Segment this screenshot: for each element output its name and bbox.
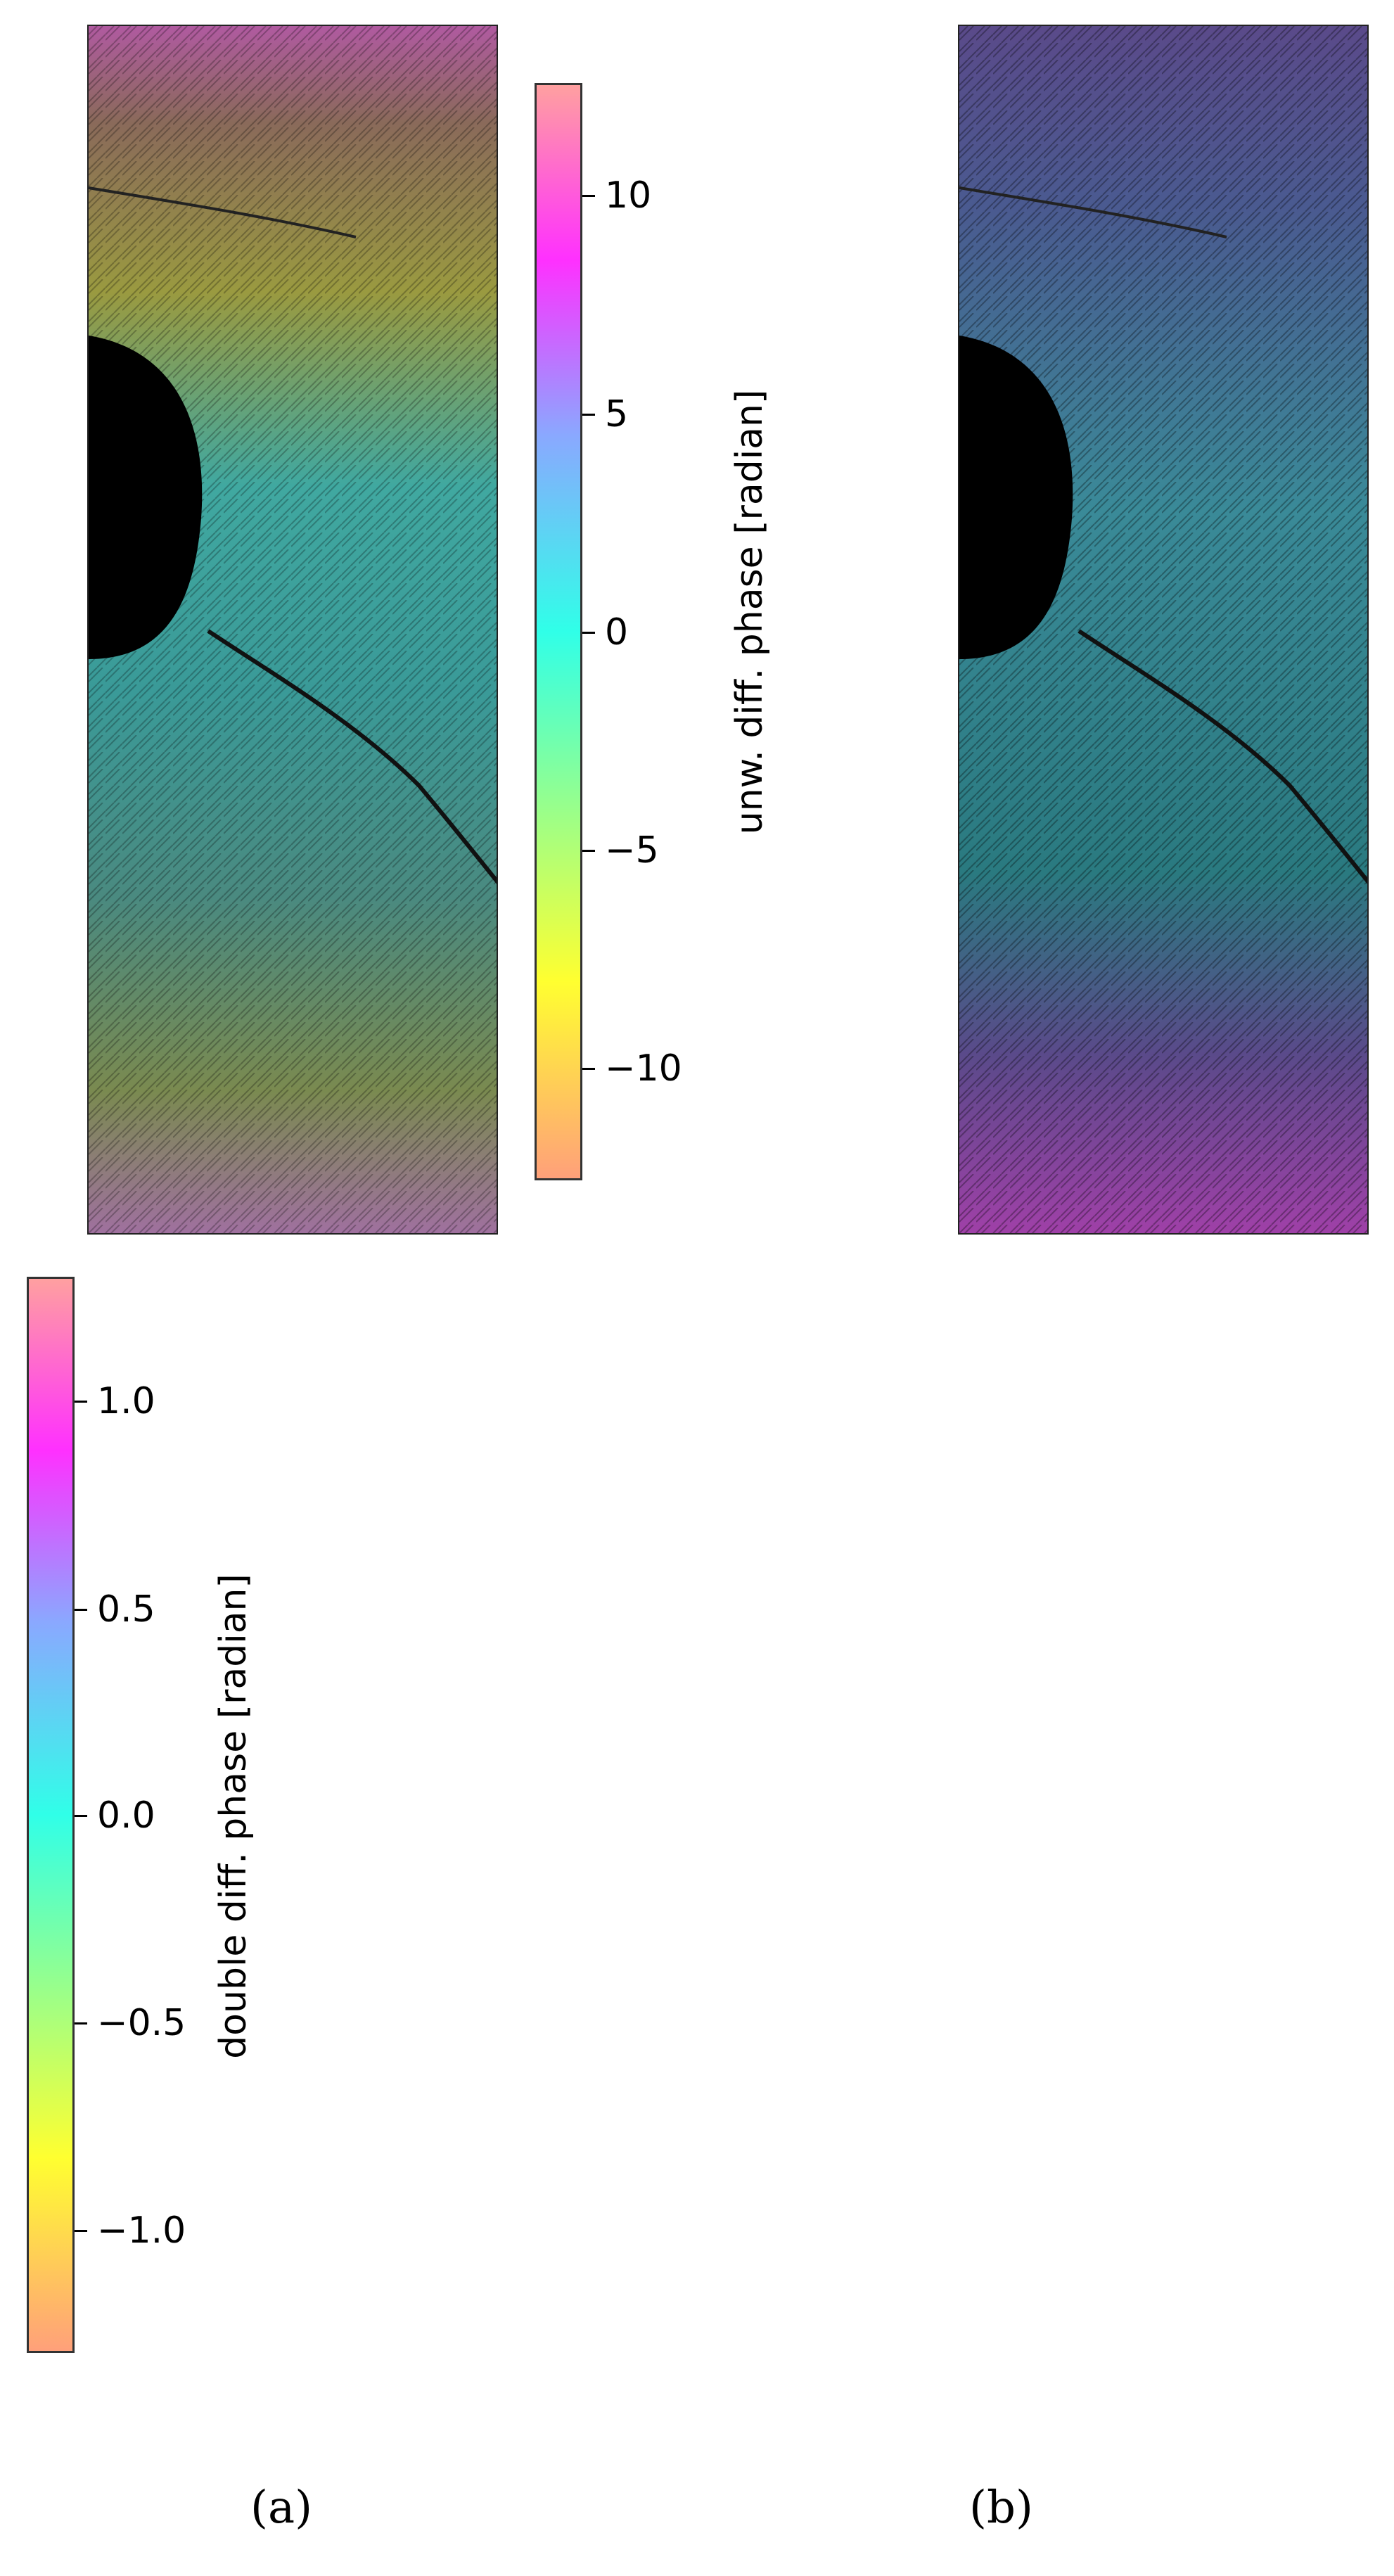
panel-b-colorbar-label: double diff. phase [radian] [212,1574,255,2059]
panel-a-tick-label: −5 [605,829,659,872]
panel-b-tick-label: 0.0 [97,1794,155,1837]
panel-a-tick-mark [582,632,595,634]
panel-a-tick-label: −10 [605,1047,682,1090]
panel-a-caption: (a) [250,2482,313,2534]
panel-b-tick-label: −1.0 [97,2210,186,2252]
panel-a-tick-mark [582,414,595,416]
panel-b-tick-mark [75,1609,87,1611]
panel-a-tick-mark [582,850,595,852]
panel-b-tick-mark [75,2022,87,2025]
panel-b-tick-mark [75,1401,87,1403]
panel-a-phase-map [87,25,498,1235]
panel-a-tick-mark [582,195,595,197]
panel-b-tick-label: −0.5 [97,2002,186,2044]
panel-b-tick-label: 0.5 [97,1588,155,1631]
panel-b-tick-label: 1.0 [97,1380,155,1422]
panel-a-colorbar-label: unw. diff. phase [radian] [729,389,771,835]
panel-a-tick-mark [582,1068,595,1070]
panel-a-colorbar [535,83,582,1180]
panel-a-tick-label: 0 [605,611,629,653]
panel-a-tick-label: 10 [605,174,652,217]
panel-b-caption: (b) [969,2482,1033,2534]
panel-b-colorbar [27,1277,75,2353]
panel-b-phase-map [958,25,1369,1235]
panel-b-tick-mark [75,2230,87,2232]
panel-b-tick-mark [75,1815,87,1817]
panel-a-tick-label: 5 [605,393,629,435]
